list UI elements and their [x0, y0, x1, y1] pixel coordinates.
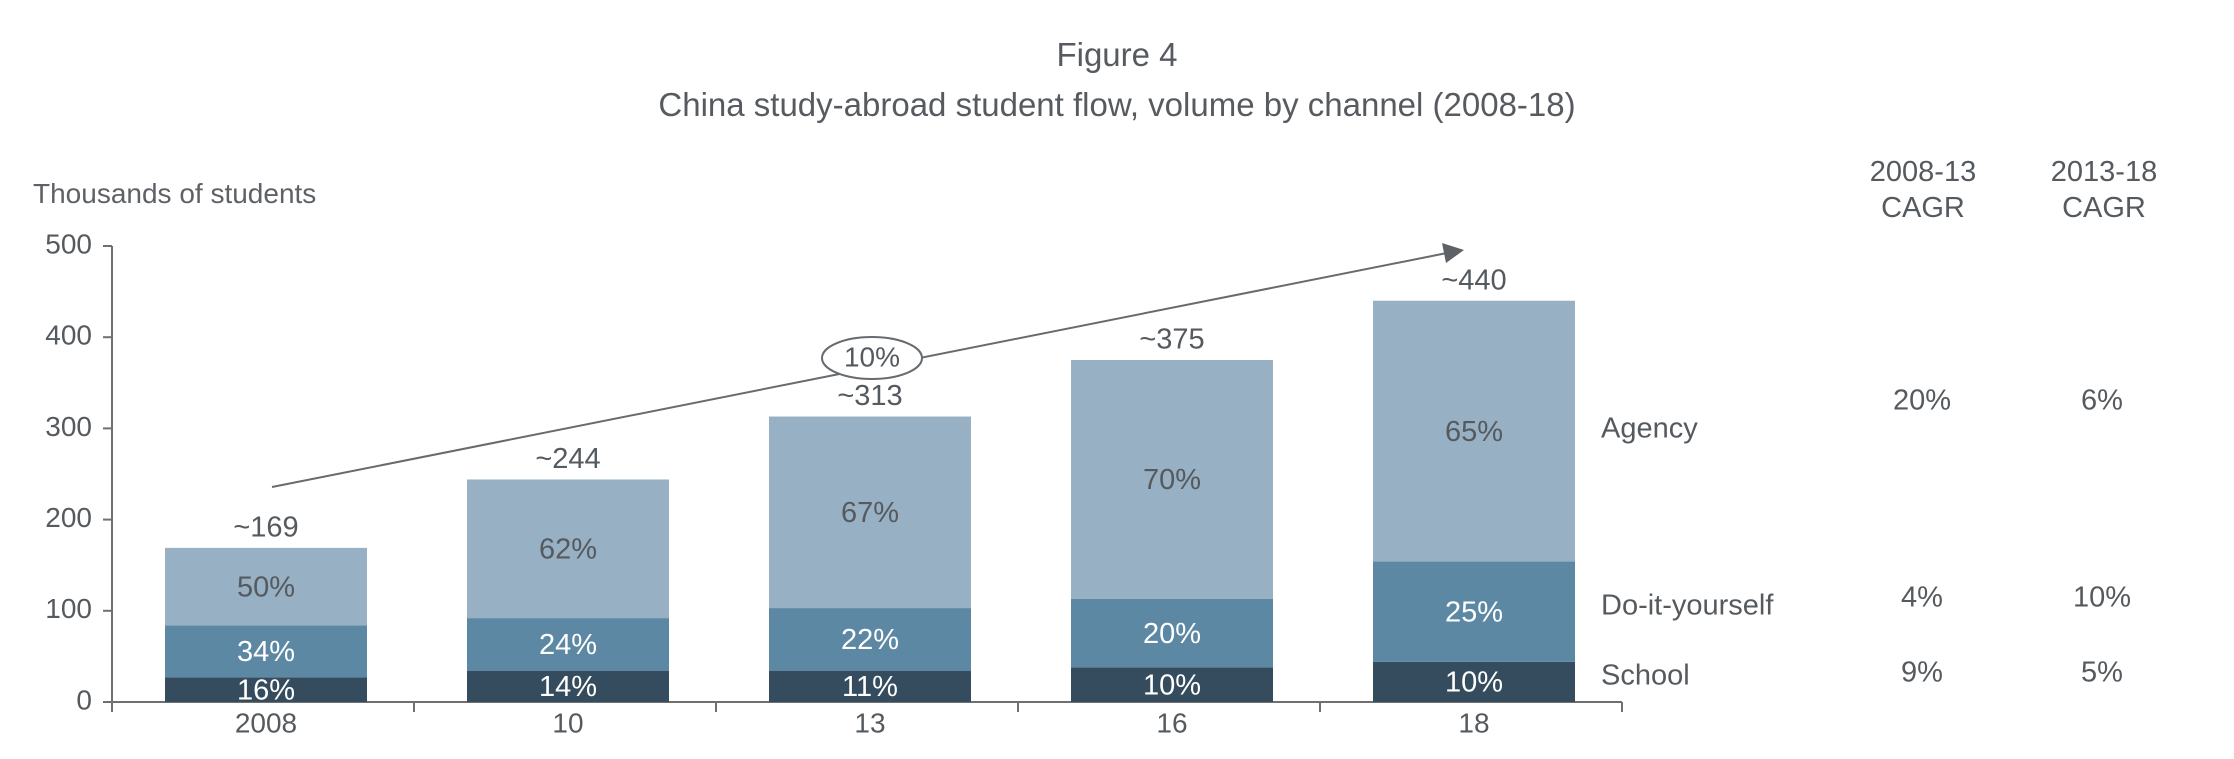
bar-segment — [467, 479, 669, 619]
bar-segment — [1373, 661, 1575, 702]
bar-share-label: 67% — [841, 497, 899, 529]
bar-share-label: 62% — [539, 533, 597, 565]
bar-segment — [467, 618, 669, 671]
bar-share-label: 20% — [1143, 618, 1201, 650]
y-tick-label: 200 — [45, 502, 92, 533]
bar-total-label: ~313 — [837, 380, 902, 412]
x-tick-label: 13 — [854, 707, 885, 738]
cagr-value: 5% — [2081, 657, 2123, 689]
bar-segment — [769, 670, 971, 702]
growth-arrow-head — [1442, 243, 1464, 263]
x-tick-label: 16 — [1156, 707, 1187, 738]
bar-share-label: 10% — [1143, 669, 1201, 701]
x-tick-label: 18 — [1458, 707, 1489, 738]
bar-segment — [165, 625, 367, 678]
y-tick-label: 400 — [45, 320, 92, 351]
cagr-header-2013-18: 2013-18 CAGR — [2019, 154, 2189, 226]
cagr-value: 4% — [1901, 582, 1943, 614]
bar-share-label: 24% — [539, 629, 597, 661]
bar-segment — [1071, 667, 1273, 702]
y-tick-label: 0 — [76, 684, 92, 715]
bar-segment — [1071, 360, 1273, 599]
bar-share-label: 70% — [1143, 464, 1201, 496]
bar-segment — [1373, 300, 1575, 562]
chart-title: China study-abroad student flow, volume … — [658, 86, 1576, 123]
bar-segment — [467, 670, 669, 702]
cagr-header-label: CAGR — [2062, 192, 2146, 224]
cagr-value: 9% — [1901, 657, 1943, 689]
y-tick-label: 500 — [45, 228, 92, 259]
y-axis-label: Thousands of students — [33, 178, 317, 209]
bar-total-label: ~440 — [1441, 264, 1506, 296]
figure-label: Figure 4 — [1056, 36, 1178, 73]
y-tick-label: 100 — [45, 593, 92, 624]
cagr-header-period: 2013-18 — [2050, 156, 2158, 188]
bar-share-label: 22% — [841, 624, 899, 656]
series-label: Agency — [1601, 413, 1698, 445]
bar-segment — [769, 608, 971, 671]
cagr-value: 10% — [2073, 582, 2131, 614]
bar-share-label: 16% — [237, 674, 295, 706]
bar-total-label: ~244 — [535, 443, 600, 475]
x-tick-label: 2008 — [235, 707, 297, 738]
growth-rate-label: 10% — [844, 341, 900, 372]
bar-segment — [1373, 561, 1575, 662]
bar-share-label: 25% — [1445, 596, 1503, 628]
bar-segment — [769, 416, 971, 609]
series-label: Do-it-yourself — [1601, 590, 1774, 622]
cagr-header-2008-13: 2008-13 CAGR — [1838, 154, 2008, 226]
bar-segment — [165, 547, 367, 626]
bar-total-label: ~169 — [233, 512, 298, 544]
growth-rate-badge — [821, 336, 923, 380]
cagr-value: 20% — [1893, 385, 1951, 417]
series-label: School — [1601, 660, 1690, 692]
bar-share-label: 11% — [842, 671, 898, 703]
bar-share-label: 50% — [237, 571, 295, 603]
bar-share-label: 65% — [1445, 416, 1503, 448]
bar-share-label: 34% — [237, 636, 295, 668]
x-tick-label: 10 — [552, 707, 583, 738]
cagr-value: 6% — [2081, 385, 2123, 417]
bar-total-label: ~375 — [1139, 324, 1204, 356]
cagr-header-period: 2008-13 — [1869, 156, 1977, 188]
bar-share-label: 14% — [539, 671, 597, 703]
cagr-header-label: CAGR — [1881, 192, 1965, 224]
bar-segment — [165, 677, 367, 702]
bar-segment — [1071, 598, 1273, 668]
bar-share-label: 10% — [1445, 667, 1503, 699]
y-tick-label: 300 — [45, 411, 92, 442]
